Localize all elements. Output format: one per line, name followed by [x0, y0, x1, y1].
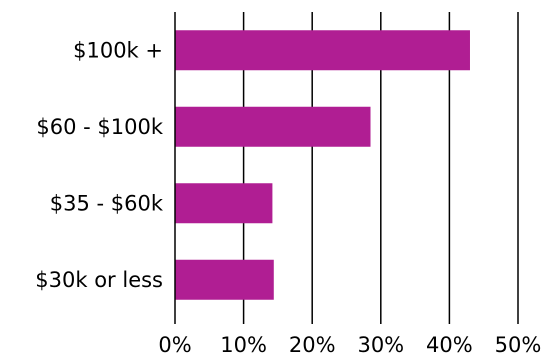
bar	[175, 183, 273, 224]
bar	[175, 259, 274, 300]
x-tick-label: 30%	[357, 333, 404, 357]
bars	[175, 30, 470, 300]
x-tick-label: 20%	[289, 333, 336, 357]
category-label: $60 - $100k	[36, 115, 163, 139]
bar	[175, 30, 470, 71]
category-label: $100k +	[73, 38, 163, 62]
category-label: $35 - $60k	[50, 191, 164, 215]
category-labels: $100k + $60 - $100k $35 - $60k $30k or less	[35, 38, 164, 292]
x-tick-label: 50%	[495, 333, 542, 357]
x-tick-label: 40%	[426, 333, 473, 357]
x-tick-label: 10%	[220, 333, 267, 357]
x-tick-labels: 0% 10% 20% 30% 40% 50%	[158, 333, 541, 357]
x-tick-label: 0%	[158, 333, 191, 357]
bar	[175, 106, 371, 147]
category-label: $30k or less	[35, 268, 163, 292]
